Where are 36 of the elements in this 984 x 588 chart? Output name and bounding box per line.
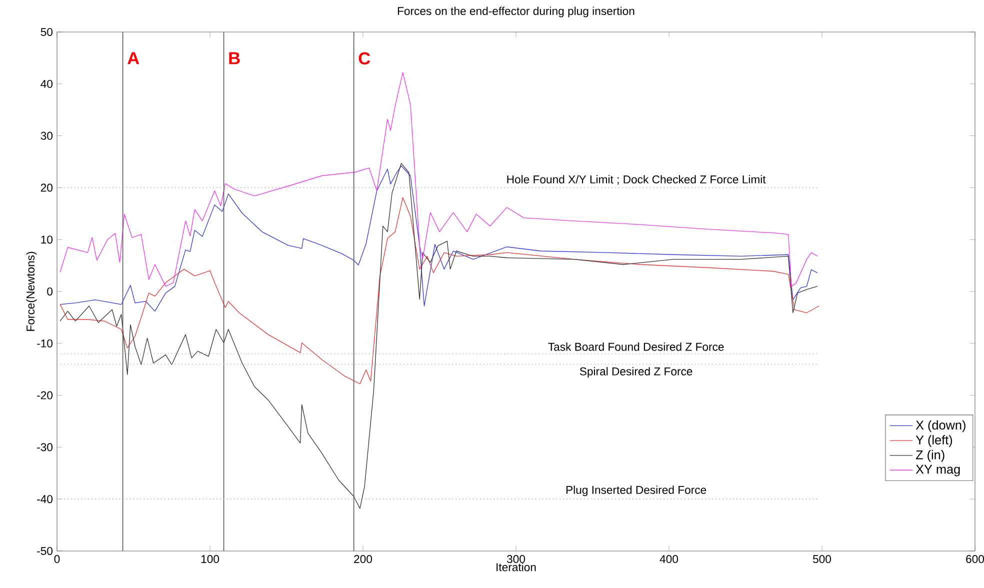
y-tick-label: 20 bbox=[40, 184, 53, 192]
y-axis-title: Force(Newtons) bbox=[26, 252, 37, 331]
legend-label: Z (in) bbox=[916, 450, 944, 462]
line-series bbox=[60, 197, 820, 384]
line-series bbox=[60, 72, 818, 287]
y-tick-label: -40 bbox=[37, 495, 53, 504]
legend-label: X (down) bbox=[916, 420, 966, 432]
x-axis-title: Iteration bbox=[496, 562, 536, 572]
ref-line-label: Hole Found X/Y Limit ; Dock Checked Z Force Limit bbox=[507, 175, 766, 185]
chart-title: Forces on the end-effector during plug insertion bbox=[398, 6, 634, 18]
x-tick-label: 300 bbox=[506, 555, 526, 564]
legend-label: Y (left) bbox=[916, 435, 952, 447]
x-tick-label: 600 bbox=[966, 555, 984, 564]
y-tick-label: 40 bbox=[40, 80, 53, 88]
y-tick-label: 50 bbox=[40, 28, 53, 36]
y-tick-label: 30 bbox=[40, 132, 53, 140]
ref-line-label: C bbox=[358, 52, 370, 65]
y-tick-label: 10 bbox=[41, 236, 53, 244]
ref-line-label: Spiral Desired Z Force bbox=[580, 367, 692, 378]
ref-line-label: Task Board Found Desired Z Force bbox=[548, 342, 724, 351]
y-tick-label: 0 bbox=[47, 287, 53, 296]
line-series bbox=[60, 166, 818, 312]
y-tick-label: -10 bbox=[37, 339, 53, 348]
x-tick-label: 500 bbox=[813, 555, 831, 564]
y-tick-label: -50 bbox=[37, 546, 53, 555]
y-tick-label: -20 bbox=[37, 391, 53, 400]
ref-line-label: A bbox=[128, 52, 140, 64]
line-series bbox=[60, 162, 818, 509]
x-tick-label: 100 bbox=[201, 555, 220, 564]
legend-label: XY mag bbox=[916, 464, 960, 476]
y-tick-label: -30 bbox=[37, 443, 53, 452]
ref-line-label: B bbox=[229, 52, 240, 64]
x-tick-label: 0 bbox=[54, 555, 60, 564]
ref-line-label: Plug Inserted Desired Force bbox=[566, 486, 706, 496]
x-tick-label: 400 bbox=[660, 555, 678, 564]
x-tick-label: 200 bbox=[354, 555, 372, 564]
